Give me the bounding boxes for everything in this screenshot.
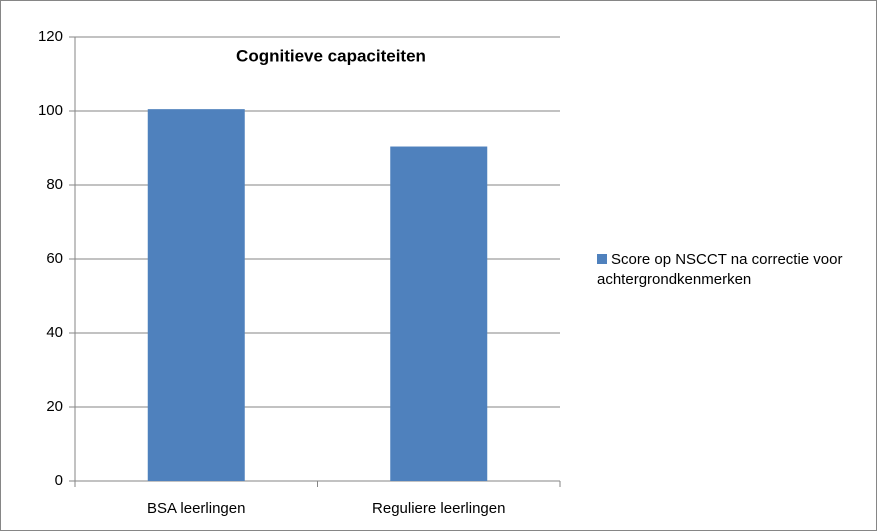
y-tick-label: 120 bbox=[38, 28, 63, 45]
y-tick-label: 80 bbox=[46, 176, 63, 193]
x-tick-label: Reguliere leerlingen bbox=[372, 500, 505, 517]
bar bbox=[147, 109, 245, 482]
legend: Score op NSCCT na correctie voor achterg… bbox=[597, 250, 857, 290]
y-tick-label: 0 bbox=[55, 472, 63, 489]
legend-swatch bbox=[597, 254, 607, 264]
chart-title: Cognitieve capaciteiten bbox=[236, 46, 426, 65]
x-tick-label: BSA leerlingen bbox=[147, 500, 245, 517]
legend-label: Score op NSCCT na correctie voor achterg… bbox=[597, 251, 843, 288]
y-tick-label: 100 bbox=[38, 102, 63, 119]
bar bbox=[390, 146, 488, 481]
y-tick-label: 60 bbox=[46, 250, 63, 267]
y-tick-label: 20 bbox=[46, 398, 63, 415]
y-tick-label: 40 bbox=[46, 324, 63, 341]
legend-item: Score op NSCCT na correctie voor achterg… bbox=[597, 250, 857, 290]
